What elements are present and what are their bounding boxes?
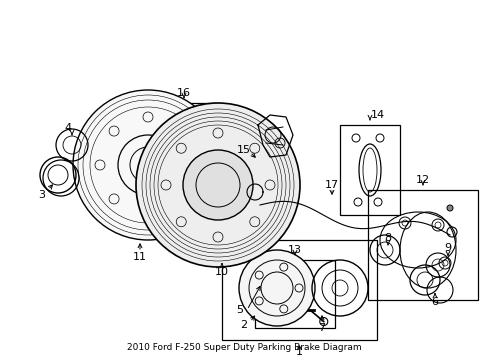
Text: 11: 11 <box>133 252 147 262</box>
Text: 8: 8 <box>384 233 391 243</box>
Text: 10: 10 <box>215 267 228 277</box>
Text: 16: 16 <box>177 88 191 98</box>
Circle shape <box>239 250 314 326</box>
Circle shape <box>183 150 252 220</box>
Bar <box>222 240 376 340</box>
Text: 9: 9 <box>444 243 450 253</box>
Text: 12: 12 <box>415 175 429 185</box>
Text: 5: 5 <box>236 305 243 315</box>
Bar <box>148 103 220 175</box>
Text: 13: 13 <box>287 245 302 255</box>
Circle shape <box>73 90 223 240</box>
Bar <box>367 190 477 300</box>
Text: 1: 1 <box>295 347 303 357</box>
Bar <box>254 260 334 328</box>
Text: 2: 2 <box>240 320 247 330</box>
Text: 17: 17 <box>324 180 338 190</box>
Text: 2010 Ford F-250 Super Duty Parking Brake Diagram: 2010 Ford F-250 Super Duty Parking Brake… <box>126 343 361 352</box>
Text: 15: 15 <box>237 145 250 155</box>
Bar <box>339 125 399 215</box>
Circle shape <box>136 103 299 267</box>
Circle shape <box>446 205 452 211</box>
Text: 7: 7 <box>318 323 325 333</box>
Text: 3: 3 <box>39 190 45 200</box>
Text: 6: 6 <box>430 297 438 307</box>
Text: 14: 14 <box>370 110 384 120</box>
Text: 4: 4 <box>64 123 71 133</box>
